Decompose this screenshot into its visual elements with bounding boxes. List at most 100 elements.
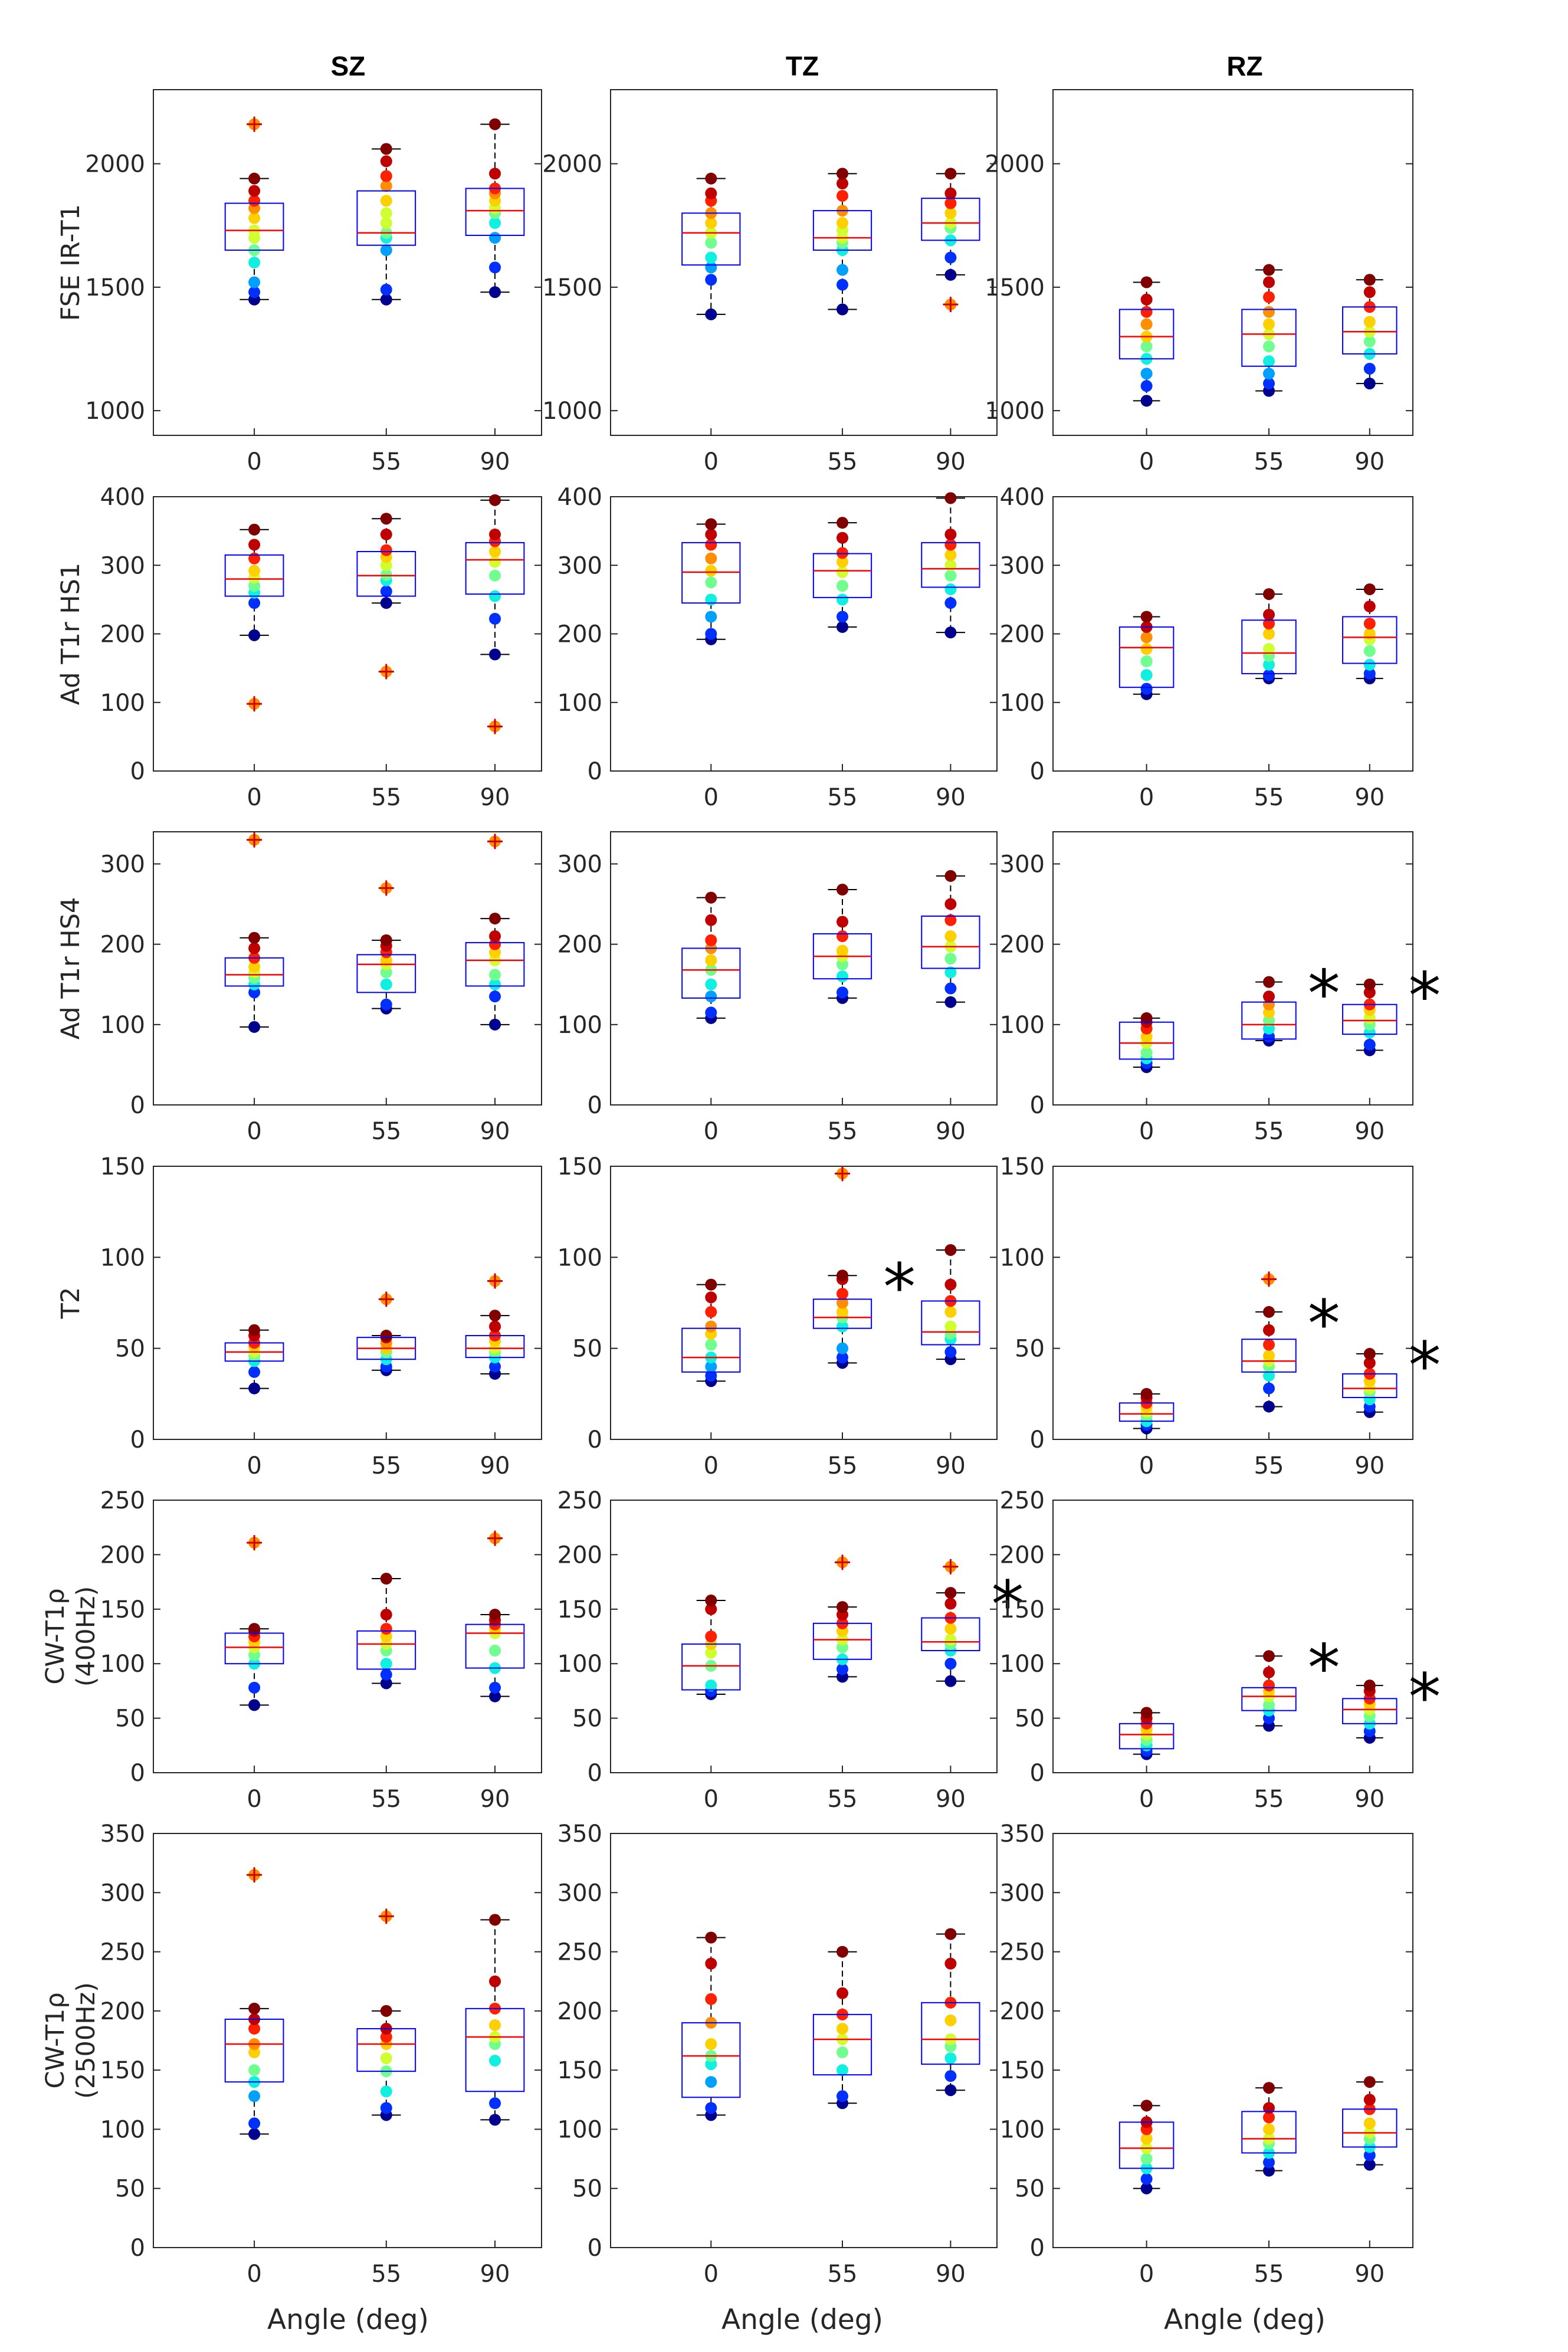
y-axis-label-line: T2: [56, 1287, 86, 1320]
data-point: [944, 168, 957, 180]
panel-sz-row-4: 0 50 100 150 0 55 90: [100, 1153, 542, 1480]
iqr-box: [1342, 306, 1398, 355]
data-point: [944, 930, 957, 943]
iqr-box: [356, 954, 416, 993]
data-point: [380, 2102, 392, 2114]
y-tick-label: 150: [557, 2057, 602, 2084]
data-point: [705, 611, 717, 623]
iqr-box: [356, 551, 416, 597]
x-tick-label: 55: [371, 784, 401, 811]
data-point: [248, 565, 261, 577]
y-tick-label: 0: [130, 1092, 145, 1119]
data-point: [705, 1339, 717, 1351]
data-point: [705, 172, 717, 185]
iqr-box: [1241, 1339, 1297, 1373]
significance-asterisk: *: [1308, 1286, 1340, 1362]
y-tick-label: 100: [100, 1244, 145, 1271]
data-point: [944, 626, 957, 639]
y-tick-label: 0: [1030, 2235, 1045, 2262]
y-tick-label: 2000: [985, 151, 1045, 178]
iqr-box: [681, 212, 741, 266]
column-title-rz: RZ: [1226, 51, 1262, 81]
y-tick-label: 400: [557, 484, 602, 511]
data-point: [380, 2085, 392, 2098]
y-tick-label: 100: [1000, 1651, 1045, 1678]
x-tick-label: 55: [1254, 1786, 1284, 1813]
x-tick-label: 90: [480, 1786, 510, 1813]
data-point: [1263, 291, 1275, 303]
data-point: [944, 1658, 957, 1670]
data-point: [380, 1330, 392, 1342]
y-tick-label: 400: [100, 484, 145, 511]
x-axis-label-rz: Angle (deg): [1164, 2304, 1326, 2336]
data-point: [489, 969, 501, 981]
y-tick-label: 200: [100, 931, 145, 959]
data-point: [705, 914, 717, 926]
data-point: [1263, 1324, 1275, 1336]
data-point: [380, 293, 392, 306]
x-tick-label: 0: [247, 448, 261, 475]
y-tick-label: 150: [557, 1596, 602, 1623]
y-tick-label: 50: [115, 2176, 145, 2203]
data-point: [705, 187, 717, 199]
data-point: [837, 1946, 848, 1958]
outlier-marker: [943, 1559, 959, 1574]
y-tick-label: 250: [1000, 1939, 1045, 1966]
data-point: [1263, 378, 1275, 390]
data-point: [705, 990, 717, 1003]
data-point: [705, 934, 717, 946]
iqr-box: [812, 210, 872, 251]
data-point: [380, 513, 392, 525]
x-tick-label: 0: [247, 1786, 261, 1813]
x-tick-label: 90: [1354, 448, 1385, 475]
data-point: [1263, 1369, 1275, 1382]
data-point: [944, 1278, 957, 1291]
data-point: [1363, 1038, 1376, 1051]
data-point: [1140, 2173, 1153, 2185]
axes-frame: [153, 1166, 542, 1440]
axes-frame: [610, 1833, 998, 2248]
data-point: [380, 585, 392, 598]
y-tick-label: 1000: [985, 398, 1045, 425]
data-point: [837, 1601, 848, 1613]
panel-tz-row-4: 0 50 100 150 0 55 * 90: [557, 1153, 998, 1480]
data-point: [1263, 2164, 1275, 2177]
data-point: [705, 1679, 717, 1692]
significance-asterisk: *: [883, 1249, 916, 1325]
data-point: [944, 2014, 957, 2026]
data-point: [489, 1690, 501, 1703]
x-tick-label: 0: [1139, 1118, 1154, 1145]
data-point: [837, 1352, 848, 1364]
panel-tz-row-2: 0 100 200 300 400 0 55 90: [557, 484, 998, 811]
iqr-box: [465, 188, 525, 236]
data-point: [380, 978, 392, 990]
data-point: [248, 1021, 261, 1033]
x-tick-label: 90: [936, 784, 966, 811]
data-point: [248, 1699, 261, 1711]
x-tick-label: 90: [480, 2261, 510, 2288]
data-point: [837, 303, 848, 316]
outlier-marker: [247, 116, 263, 132]
data-point: [837, 532, 848, 544]
panel-sz-row-5: 0 50 100 150 200 250 0 55 90: [100, 1487, 542, 1813]
data-point: [705, 576, 717, 589]
iqr-box: [681, 1643, 741, 1691]
data-point: [1263, 1350, 1275, 1362]
x-tick-label: 55: [1254, 448, 1284, 475]
x-tick-label: 0: [247, 1118, 261, 1145]
data-point: [1363, 316, 1376, 328]
panel-tz-row-5: 0 50 100 150 200 250 0 55 90 *: [557, 1487, 1024, 1813]
iqr-box: [465, 542, 525, 595]
data-point: [1140, 318, 1153, 330]
y-tick-label: 150: [1000, 2057, 1045, 2084]
y-tick-label: 200: [557, 1998, 602, 2025]
data-point: [705, 593, 717, 606]
outlier-marker: [247, 832, 263, 848]
significance-asterisk: *: [1308, 1630, 1340, 1705]
data-point: [1363, 2076, 1376, 2088]
y-axis-label-line: FSE IR-T1: [56, 204, 86, 321]
data-point: [944, 914, 957, 926]
data-point: [248, 286, 261, 298]
iqr-box: [812, 1298, 872, 1329]
